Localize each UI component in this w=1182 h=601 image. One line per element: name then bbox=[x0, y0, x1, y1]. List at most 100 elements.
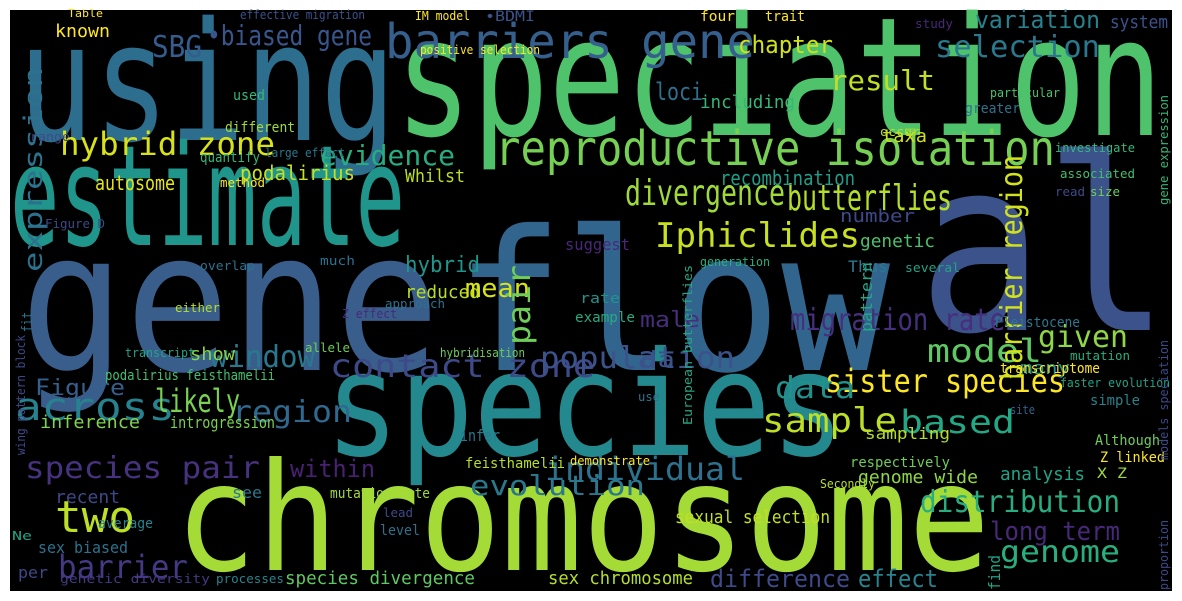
word: using bbox=[18, 0, 396, 179]
word: Z effect bbox=[342, 307, 397, 321]
word: barriers gene bbox=[385, 14, 755, 70]
word: simple bbox=[1090, 393, 1140, 409]
word: evidence bbox=[320, 139, 455, 172]
word: recent bbox=[55, 487, 120, 508]
word: method bbox=[220, 176, 265, 190]
word: pair bbox=[500, 265, 538, 345]
word: different bbox=[225, 120, 295, 136]
word: known bbox=[55, 21, 110, 42]
word: divergence bbox=[625, 173, 785, 214]
word: transcriptome bbox=[1000, 361, 1100, 377]
word: site bbox=[1010, 403, 1035, 417]
word: fit bbox=[20, 312, 36, 332]
word: likely bbox=[155, 382, 240, 420]
word: study bbox=[915, 17, 953, 31]
word: particular bbox=[990, 86, 1060, 100]
word: result bbox=[830, 64, 935, 97]
word: positive selection bbox=[420, 43, 540, 57]
word: effect bbox=[858, 565, 938, 593]
word: autosome bbox=[95, 171, 175, 195]
word: demonstrate bbox=[570, 454, 650, 468]
word: •biased gene bbox=[207, 19, 372, 52]
word: SBG bbox=[152, 30, 202, 65]
cloud-background bbox=[10, 10, 1172, 591]
word: male bbox=[640, 308, 700, 333]
word: Z linked bbox=[1100, 450, 1165, 466]
word: size bbox=[1090, 185, 1120, 199]
word: feisthamelii bbox=[465, 456, 565, 472]
word: overlap bbox=[200, 259, 255, 273]
word: region bbox=[232, 395, 352, 430]
word: see bbox=[232, 483, 262, 502]
word: genome bbox=[1000, 535, 1120, 570]
word: processes bbox=[216, 572, 284, 586]
word: quantify bbox=[200, 150, 260, 166]
word: respectively bbox=[850, 455, 950, 471]
word: reduced bbox=[405, 282, 480, 303]
word: Figure D bbox=[45, 217, 105, 231]
word: selection bbox=[935, 30, 1100, 65]
word: podalirius feisthamelii bbox=[105, 368, 275, 384]
word: population bbox=[540, 341, 735, 376]
word: Ne bbox=[12, 529, 32, 543]
word: sex chromosome bbox=[548, 568, 693, 589]
word: much bbox=[320, 254, 355, 268]
word: chapter bbox=[738, 31, 833, 59]
word: window bbox=[210, 340, 316, 375]
word: reproductive isolation bbox=[495, 121, 1055, 177]
word: al bbox=[918, 107, 1170, 387]
word: sampling bbox=[865, 424, 950, 443]
word: within bbox=[290, 455, 375, 483]
word: many bbox=[1020, 358, 1070, 379]
word: mutation bbox=[1070, 349, 1130, 363]
word: European butterflies bbox=[681, 265, 695, 425]
word: species pair bbox=[25, 451, 260, 486]
word: migration rate bbox=[790, 303, 1005, 338]
word: difference bbox=[710, 565, 850, 593]
word: effective migration bbox=[240, 8, 365, 22]
word: IM model bbox=[415, 9, 470, 23]
word: either bbox=[175, 301, 220, 315]
word: chromosome bbox=[175, 432, 990, 601]
word: read bbox=[1055, 185, 1085, 199]
word: genetic bbox=[860, 231, 935, 252]
word: butterflies bbox=[787, 178, 952, 219]
word: evolution bbox=[470, 469, 645, 502]
word: wing pattern block bbox=[14, 334, 28, 455]
word: expression bbox=[19, 67, 49, 272]
word: barrier bbox=[58, 548, 188, 586]
word: model bbox=[927, 332, 1042, 370]
word: hybridisation bbox=[440, 346, 525, 360]
word: rate bbox=[580, 291, 620, 307]
word: loci bbox=[655, 78, 703, 106]
word: range bbox=[30, 130, 70, 144]
word: Thus bbox=[848, 257, 888, 276]
word: Figure bbox=[35, 376, 125, 401]
word: sex biased bbox=[38, 538, 128, 557]
word: models speciation bbox=[1157, 340, 1171, 460]
word: sexual selection bbox=[675, 507, 830, 528]
word: given bbox=[1038, 320, 1128, 355]
word: variation bbox=[975, 6, 1100, 34]
word: da bbox=[640, 348, 675, 373]
word: trait bbox=[765, 9, 805, 25]
word: long term bbox=[990, 517, 1120, 547]
word: individual bbox=[545, 450, 745, 488]
word: barrier region bbox=[995, 155, 1030, 380]
word: contact zone bbox=[330, 347, 595, 385]
word: suggest bbox=[565, 235, 630, 254]
word: Pleistocene bbox=[995, 315, 1080, 331]
word: several bbox=[905, 261, 960, 275]
word: distribution bbox=[920, 485, 1120, 520]
word: generation bbox=[700, 255, 770, 269]
word: Although bbox=[1095, 433, 1160, 449]
word: data bbox=[775, 371, 855, 406]
word: sister species bbox=[825, 362, 1065, 400]
word: gene expression bbox=[1157, 95, 1171, 205]
word: greater bbox=[965, 101, 1020, 117]
word: infer bbox=[460, 426, 500, 445]
word: flow bbox=[455, 189, 891, 416]
word: lead bbox=[383, 506, 413, 520]
word: pattern bbox=[857, 262, 876, 332]
